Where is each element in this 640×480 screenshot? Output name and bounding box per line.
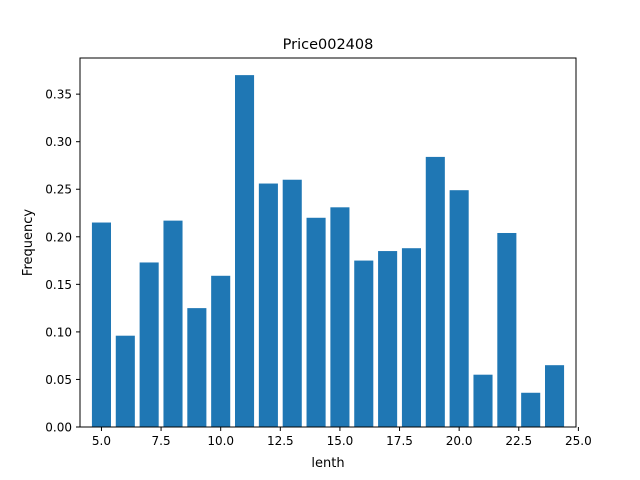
x-tick-label: 10.0 bbox=[207, 434, 234, 448]
bar-9 bbox=[187, 308, 207, 427]
y-axis: 0.00 0.05 0.10 0.15 0.20 0.25 0.30 0.35 bbox=[45, 88, 80, 435]
x-tick-label: 12.5 bbox=[267, 434, 294, 448]
x-tick-label: 15.0 bbox=[327, 434, 354, 448]
x-tick-label: 17.5 bbox=[386, 434, 413, 448]
bar-18 bbox=[401, 248, 421, 427]
bar-5 bbox=[91, 222, 111, 427]
y-tick-label: 0.30 bbox=[45, 135, 72, 149]
x-tick-label: 7.5 bbox=[152, 434, 171, 448]
x-axis: 5.0 7.5 10.0 12.5 15.0 17.5 20.0 22.5 25.0 bbox=[92, 427, 592, 448]
x-tick-label: 22.5 bbox=[505, 434, 532, 448]
bar-14 bbox=[306, 217, 326, 427]
bar-15 bbox=[330, 207, 350, 427]
y-tick-label: 0.15 bbox=[45, 278, 72, 292]
y-tick-label: 0.35 bbox=[45, 88, 72, 102]
bar-12 bbox=[258, 183, 278, 427]
plot-area bbox=[80, 58, 576, 427]
y-tick-label: 0.05 bbox=[45, 373, 72, 387]
bar-13 bbox=[282, 179, 302, 427]
x-tick-label: 20.0 bbox=[446, 434, 473, 448]
x-axis-label: lenth bbox=[311, 456, 344, 471]
bar-7 bbox=[139, 262, 159, 427]
y-tick-label: 0.00 bbox=[45, 421, 72, 435]
bar-23 bbox=[521, 392, 541, 427]
y-tick-label: 0.20 bbox=[45, 230, 72, 244]
bar-21 bbox=[473, 374, 493, 427]
bar-8 bbox=[163, 220, 183, 427]
chart-title: Price002408 bbox=[283, 37, 374, 53]
x-tick-label: 25.0 bbox=[565, 434, 592, 448]
x-tick-label: 5.0 bbox=[92, 434, 111, 448]
bar-20 bbox=[449, 190, 469, 427]
bar-16 bbox=[354, 260, 374, 427]
y-tick-label: 0.10 bbox=[45, 325, 72, 339]
bar-19 bbox=[425, 156, 445, 427]
bars-group bbox=[91, 75, 565, 427]
bar-10 bbox=[211, 275, 231, 427]
plot-frame bbox=[79, 57, 577, 428]
bar-22 bbox=[497, 232, 517, 427]
bar-11 bbox=[235, 75, 255, 427]
y-tick-label: 0.25 bbox=[45, 183, 72, 197]
bar-17 bbox=[378, 251, 398, 427]
y-axis-label: Frequency bbox=[21, 209, 36, 276]
bar-24 bbox=[545, 365, 565, 427]
bar-6 bbox=[115, 335, 135, 427]
